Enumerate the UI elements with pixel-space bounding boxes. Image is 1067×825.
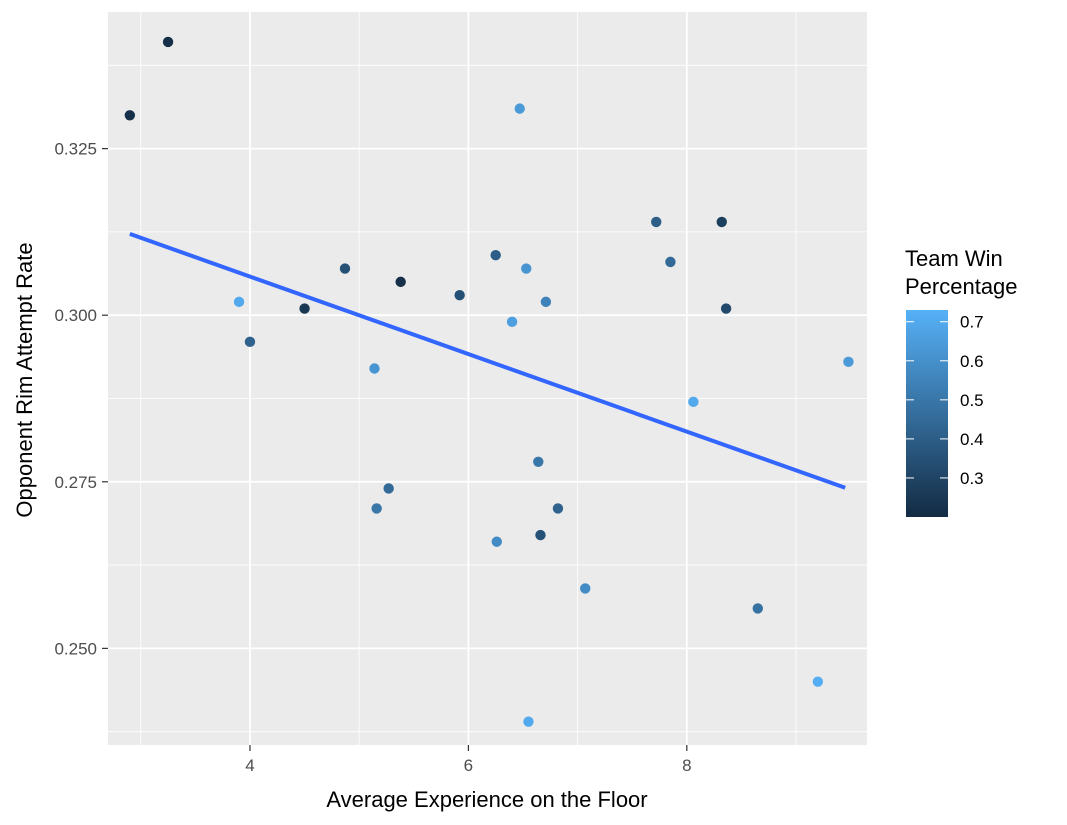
legend-title-line-1: Team Win	[905, 246, 1003, 271]
data-point	[533, 456, 544, 467]
data-point	[371, 503, 382, 514]
data-point	[491, 536, 502, 547]
data-point	[514, 103, 525, 114]
data-point	[720, 303, 732, 314]
data-point	[521, 263, 532, 274]
x-axis-title: Average Experience on the Floor	[326, 787, 647, 812]
y-tick-label: 0.250	[54, 639, 97, 658]
legend-title-line-2: Percentage	[905, 274, 1018, 299]
points	[124, 36, 854, 727]
data-point	[651, 216, 662, 228]
data-point	[124, 110, 136, 121]
data-point	[535, 529, 546, 541]
data-point	[244, 336, 256, 348]
data-point	[490, 250, 501, 261]
trend-line	[129, 232, 846, 490]
legend: Team Win Percentage 0.3 0.4 0.5 0.6 0.7	[905, 246, 1018, 517]
data-point	[665, 256, 676, 268]
grid	[108, 12, 867, 745]
data-point	[299, 303, 310, 314]
legend-ticks: 0.3 0.4 0.5 0.6 0.7	[906, 313, 984, 488]
data-point	[812, 676, 824, 687]
legend-tick-label: 0.6	[960, 352, 984, 371]
data-point	[523, 716, 534, 727]
plot-panel	[108, 12, 867, 745]
data-point	[339, 263, 351, 274]
data-point	[540, 296, 552, 308]
legend-tick-label: 0.7	[960, 313, 984, 332]
y-tick-label: 0.275	[54, 473, 97, 492]
legend-colorbar	[906, 310, 948, 517]
legend-tick-label: 0.3	[960, 469, 984, 488]
data-point	[552, 503, 564, 514]
y-axis: 0.250 0.275 0.300 0.325	[54, 140, 108, 658]
data-point	[843, 356, 854, 368]
x-axis: 4 6 8	[245, 745, 692, 775]
legend-tick-label: 0.5	[960, 391, 984, 410]
legend-tick-label: 0.4	[960, 430, 984, 449]
data-point	[688, 396, 699, 408]
x-tick-label: 4	[245, 756, 254, 775]
data-point	[716, 216, 727, 228]
data-point	[162, 36, 174, 48]
data-point	[454, 290, 465, 301]
data-point	[395, 276, 406, 288]
data-point	[369, 363, 380, 374]
data-point	[383, 483, 394, 494]
data-point	[506, 316, 518, 328]
y-tick-label: 0.300	[54, 306, 97, 325]
data-point	[233, 296, 245, 308]
y-tick-label: 0.325	[54, 140, 97, 159]
data-point	[580, 583, 591, 594]
x-tick-label: 8	[682, 756, 691, 775]
x-tick-label: 6	[464, 756, 473, 775]
y-axis-title: Opponent Rim Attempt Rate	[12, 242, 37, 517]
data-point	[752, 603, 763, 614]
